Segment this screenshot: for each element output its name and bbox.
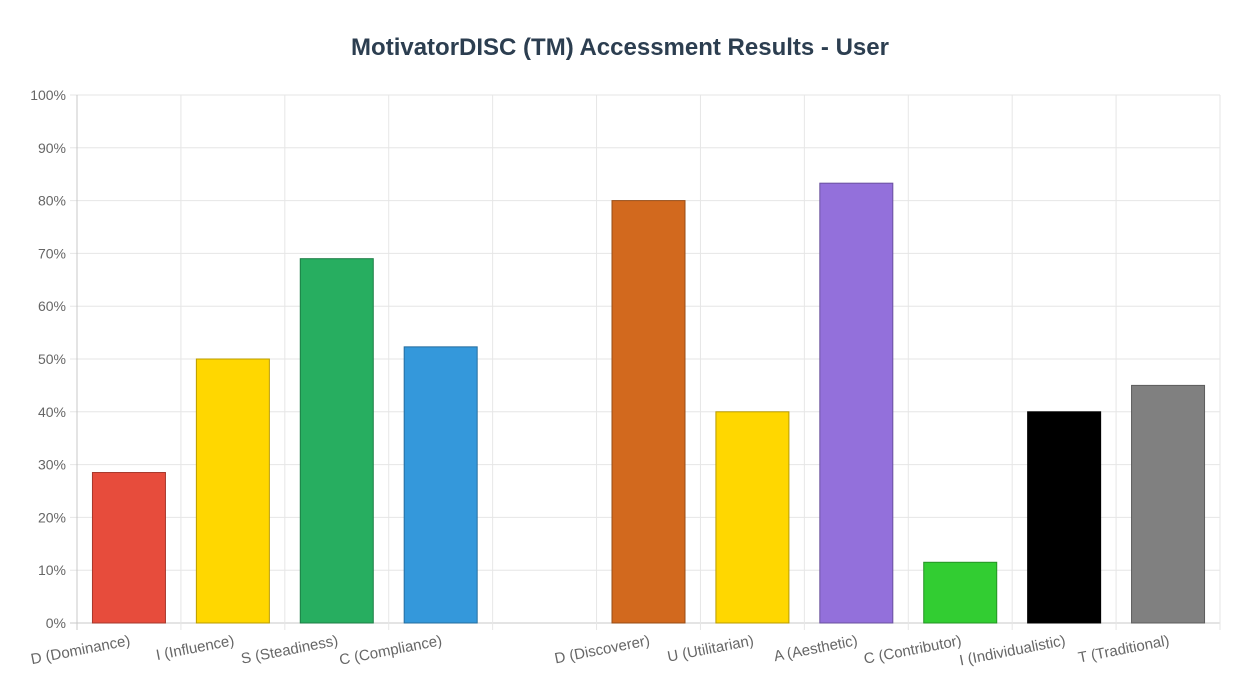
bar [91,472,166,624]
bar [1027,411,1102,624]
bar [299,258,374,624]
x-tick-label: D (Dominance) [29,632,131,668]
y-tick-label: 10% [38,562,66,578]
x-tick-label: T (Traditional) [1077,632,1171,666]
bar [715,411,790,624]
bar [611,200,686,624]
x-tick-label: C (Compliance) [338,632,444,669]
x-tick-label: S (Steadiness) [240,632,340,667]
y-tick-label: 60% [38,298,66,314]
chart-title: MotivatorDISC (TM) Accessment Results - … [351,34,889,61]
bar [403,346,478,624]
bar [819,182,894,624]
x-tick-label: I (Individualistic) [958,632,1067,669]
y-tick-label: 70% [38,245,66,261]
y-tick-label: 40% [38,404,66,420]
y-tick-label: 0% [46,615,66,631]
y-tick-label: 20% [38,509,66,525]
y-tick-label: 50% [38,351,66,367]
bars [91,182,1206,624]
x-axis-labels: D (Dominance) I (Influence) S (Steadiness)… [29,632,1170,669]
y-tick-label: 100% [30,87,66,103]
bar [195,358,270,624]
y-axis-ticks: 0% 10% 20% 30% 40% 50% 60% 70% 80% 90% 100% [30,87,66,631]
x-tick-label: I (Influence) [155,632,236,664]
bar [1131,384,1206,624]
y-tick-label: 30% [38,457,66,473]
x-tick-label: U (Utilitarian) [666,632,755,665]
y-tick-label: 90% [38,140,66,156]
bar [923,561,998,624]
x-tick-label: A (Aesthetic) [772,632,859,665]
x-tick-label: C (Contributor) [862,632,963,668]
y-tick-label: 80% [38,193,66,209]
x-tick-label: D (Discoverer) [553,632,651,667]
